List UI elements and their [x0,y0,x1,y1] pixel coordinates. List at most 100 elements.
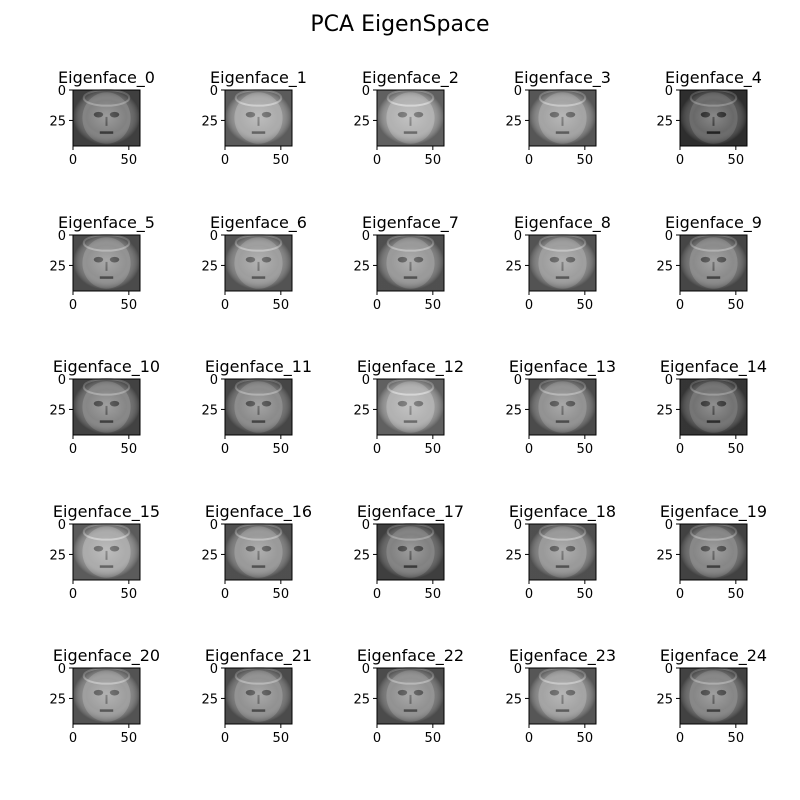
panel-title: Eigenface_9 [665,213,762,233]
x-tick-label: 0 [373,731,381,746]
y-tick-label: 0 [514,84,522,99]
panel-title: Eigenface_0 [58,68,155,88]
x-tick-label: 50 [728,442,745,457]
eigenface-image [225,234,292,291]
panel-title: Eigenface_14 [660,357,767,377]
vignette [225,235,292,291]
x-tick-label: 50 [577,153,594,168]
panel-title: Eigenface_16 [205,502,312,522]
eigenface-image [73,667,140,724]
y-tick-label: 0 [362,662,370,677]
eigenface-image [529,234,596,291]
y-tick-label: 25 [201,548,218,563]
y-tick-label: 25 [49,403,66,418]
y-tick-label: 25 [201,114,218,129]
y-tick-label: 0 [210,229,218,244]
y-tick-label: 0 [665,84,673,99]
axes-frame [376,667,445,725]
vignette [377,90,444,146]
y-tick-label: 25 [505,259,522,274]
x-tick-label: 50 [728,153,745,168]
x-tick-label: 0 [525,298,533,313]
y-tick-label: 25 [656,403,673,418]
vignette [529,235,596,291]
panel-title: Eigenface_1 [210,68,307,88]
eigenface-image [680,667,747,724]
y-tick-label: 25 [656,548,673,563]
x-tick-label: 50 [273,298,290,313]
x-tick-label: 50 [728,731,745,746]
y-tick-label: 25 [656,259,673,274]
axes-frame [72,89,141,147]
eigenface-image [529,89,596,146]
y-tick-label: 0 [362,84,370,99]
y-tick-label: 0 [58,518,66,533]
eigenface-image [377,89,444,146]
x-tick-label: 0 [69,298,77,313]
eigenface-image [225,523,292,580]
panel-title: Eigenface_24 [660,646,767,666]
y-tick-label: 0 [58,84,66,99]
x-tick-label: 50 [728,298,745,313]
x-tick-label: 50 [121,442,138,457]
x-tick-label: 50 [121,153,138,168]
x-tick-label: 50 [425,442,442,457]
panel-title: Eigenface_17 [357,502,464,522]
y-tick-label: 25 [353,114,370,129]
eigenface-image [225,378,292,435]
y-tick-label: 25 [353,259,370,274]
axes-frame [224,523,293,581]
vignette [680,90,747,146]
y-tick-label: 25 [201,692,218,707]
x-tick-label: 0 [676,442,684,457]
x-tick-label: 0 [525,731,533,746]
x-tick-label: 50 [273,442,290,457]
axes-frame [679,89,748,147]
y-tick-label: 0 [665,518,673,533]
vignette [377,235,444,291]
x-tick-label: 0 [221,442,229,457]
axes-frame [376,89,445,147]
vignette [225,524,292,580]
panel-title: Eigenface_21 [205,646,312,666]
y-tick-label: 25 [505,692,522,707]
eigenface-image [73,234,140,291]
y-tick-label: 25 [656,114,673,129]
axes-frame [224,378,293,436]
x-tick-label: 50 [425,731,442,746]
vignette [377,524,444,580]
x-tick-label: 50 [273,731,290,746]
eigenface-image [680,523,747,580]
axes-frame [528,89,597,147]
eigenface-image [73,378,140,435]
vignette [529,524,596,580]
x-tick-label: 0 [676,731,684,746]
axes-frame [224,667,293,725]
vignette [680,379,747,435]
x-tick-label: 50 [577,731,594,746]
vignette [377,379,444,435]
axes-frame [528,523,597,581]
x-tick-label: 0 [69,587,77,602]
x-tick-label: 0 [676,153,684,168]
x-tick-label: 0 [525,153,533,168]
panel-title: Eigenface_18 [509,502,616,522]
y-tick-label: 0 [665,373,673,388]
y-tick-label: 25 [505,114,522,129]
y-tick-label: 0 [665,662,673,677]
panel-title: Eigenface_3 [514,68,611,88]
eigenface-image [377,378,444,435]
vignette [73,379,140,435]
panel-title: Eigenface_22 [357,646,464,666]
